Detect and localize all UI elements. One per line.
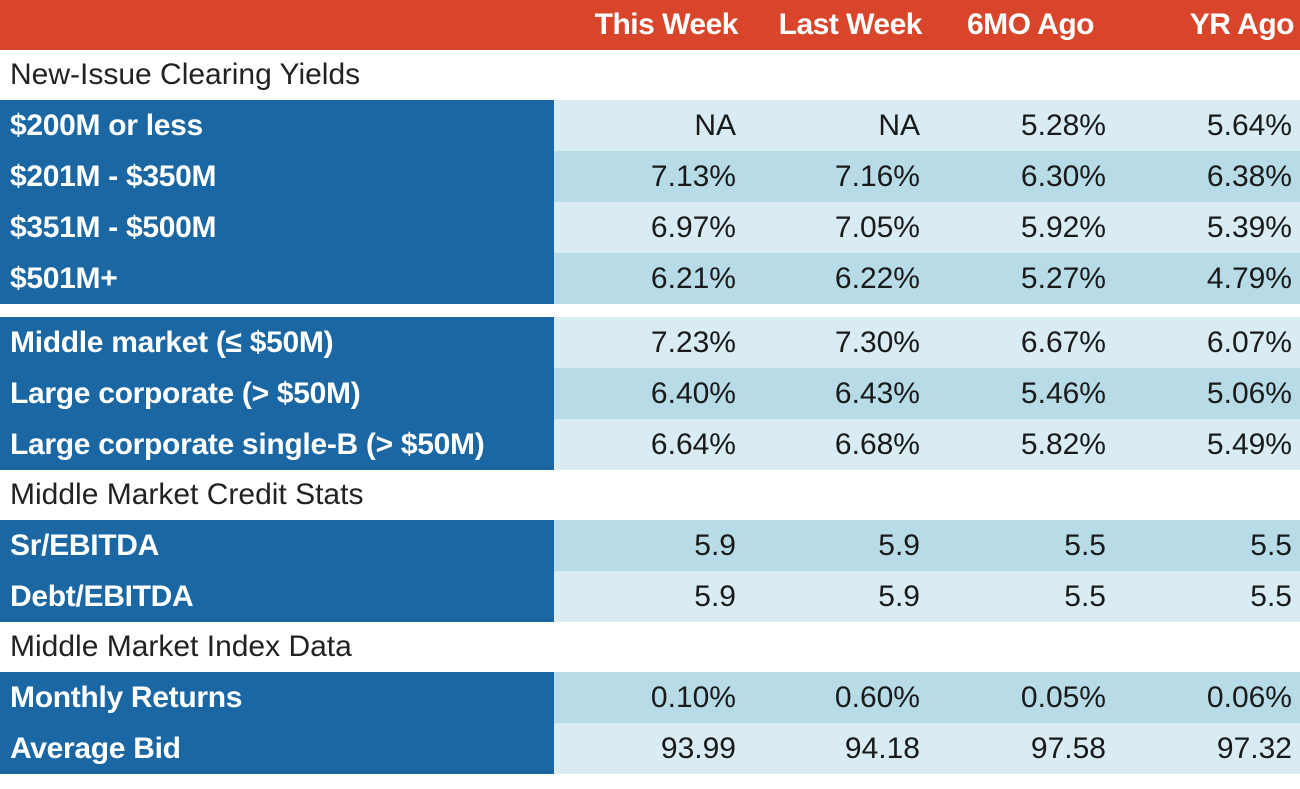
section-title: Middle Market Index Data: [0, 622, 1300, 672]
table-row: Sr/EBITDA 5.9 5.9 5.5 5.5: [0, 520, 1300, 571]
table-row: Large corporate (> $50M) 6.40% 6.43% 5.46% 5…: [0, 368, 1300, 419]
section-row: New-Issue Clearing Yields: [0, 50, 1300, 100]
section-title: New-Issue Clearing Yields: [0, 50, 1300, 100]
value-cell-this-week: 0.10%: [554, 672, 740, 723]
value-cell-this-week: 7.23%: [554, 317, 740, 368]
row-label: $200M or less: [0, 100, 554, 151]
value-cell-this-week: 6.21%: [554, 253, 740, 304]
value-cell-6mo-ago: 6.67%: [924, 317, 1110, 368]
value-cell-this-week: NA: [554, 100, 740, 151]
table-row: $200M or less NA NA 5.28% 5.64%: [0, 100, 1300, 151]
column-header-last-week: Last Week: [778, 8, 923, 41]
value-cell-this-week: 93.99: [554, 723, 740, 774]
value-cell-6mo-ago: 5.82%: [924, 419, 1110, 470]
value-cell-yr-ago: 6.07%: [1110, 317, 1300, 368]
value-cell-this-week: 6.64%: [554, 419, 740, 470]
value-cell-6mo-ago: 5.92%: [924, 202, 1110, 253]
value-cell-last-week: 5.9: [740, 571, 924, 622]
value-cell-6mo-ago: 5.28%: [924, 100, 1110, 151]
value-cell-yr-ago: 6.38%: [1110, 151, 1300, 202]
value-cell-yr-ago: 5.06%: [1110, 368, 1300, 419]
row-label: $351M - $500M: [0, 202, 554, 253]
value-cell-6mo-ago: 5.5: [924, 520, 1110, 571]
header-corner: [2, 0, 556, 50]
section-row: Middle Market Credit Stats: [0, 470, 1300, 520]
column-header-yr-ago: YR Ago: [1189, 8, 1295, 41]
value-cell-yr-ago: 5.5: [1110, 571, 1300, 622]
table-row: Large corporate single-B (> $50M) 6.64% 6.…: [0, 419, 1300, 470]
section-title: Middle Market Credit Stats: [0, 470, 1300, 520]
value-cell-yr-ago: 5.39%: [1110, 202, 1300, 253]
value-cell-6mo-ago: 5.5: [924, 571, 1110, 622]
table-row: Average Bid 93.99 94.18 97.58 97.32: [0, 723, 1300, 774]
table-row: $501M+ 6.21% 6.22% 5.27% 4.79%: [0, 253, 1300, 304]
row-label: Middle market (≤ $50M): [0, 317, 554, 368]
row-label: Average Bid: [0, 723, 554, 774]
row-label: Sr/EBITDA: [0, 520, 554, 571]
value-cell-last-week: 0.60%: [740, 672, 924, 723]
table-row: Middle market (≤ $50M) 7.23% 7.30% 6.67% 6.0…: [0, 317, 1300, 368]
row-label: Debt/EBITDA: [0, 571, 554, 622]
row-label: Large corporate (> $50M): [0, 368, 554, 419]
row-label: Monthly Returns: [0, 672, 554, 723]
value-cell-6mo-ago: 6.30%: [924, 151, 1110, 202]
value-cell-last-week: 6.68%: [740, 419, 924, 470]
row-label: Large corporate single-B (> $50M): [0, 419, 554, 470]
value-cell-yr-ago: 5.49%: [1110, 419, 1300, 470]
value-cell-this-week: 6.97%: [554, 202, 740, 253]
value-cell-6mo-ago: 5.46%: [924, 368, 1110, 419]
value-cell-yr-ago: 97.32: [1110, 723, 1300, 774]
row-label: $501M+: [0, 253, 554, 304]
value-cell-last-week: 6.43%: [740, 368, 924, 419]
table-row: $201M - $350M 7.13% 7.16% 6.30% 6.38%: [0, 151, 1300, 202]
value-cell-last-week: NA: [740, 100, 924, 151]
row-label: $201M - $350M: [0, 151, 554, 202]
section-row: Middle Market Index Data: [0, 622, 1300, 672]
value-cell-last-week: 7.30%: [740, 317, 924, 368]
table-row: Monthly Returns 0.10% 0.60% 0.05% 0.06%: [0, 672, 1300, 723]
value-cell-last-week: 94.18: [740, 723, 924, 774]
column-header-6mo-ago: 6MO Ago: [966, 8, 1095, 41]
value-cell-6mo-ago: 5.27%: [924, 253, 1110, 304]
value-cell-yr-ago: 5.5: [1110, 520, 1300, 571]
value-cell-yr-ago: 4.79%: [1110, 253, 1300, 304]
value-cell-this-week: 7.13%: [554, 151, 740, 202]
table-row: Debt/EBITDA 5.9 5.9 5.5 5.5: [0, 571, 1300, 622]
value-cell-this-week: 6.40%: [554, 368, 740, 419]
group-spacer: [0, 304, 1300, 317]
header-row: This Week Last Week 6MO Ago YR Ago: [0, 0, 1300, 50]
value-cell-last-week: 5.9: [740, 520, 924, 571]
table-row: $351M - $500M 6.97% 7.05% 5.92% 5.39%: [0, 202, 1300, 253]
column-header-this-week: This Week: [594, 8, 739, 41]
value-cell-this-week: 5.9: [554, 520, 740, 571]
value-cell-last-week: 7.05%: [740, 202, 924, 253]
value-cell-last-week: 6.22%: [740, 253, 924, 304]
value-cell-yr-ago: 0.06%: [1110, 672, 1300, 723]
value-cell-this-week: 5.9: [554, 571, 740, 622]
value-cell-yr-ago: 5.64%: [1110, 100, 1300, 151]
value-cell-6mo-ago: 0.05%: [924, 672, 1110, 723]
value-cell-last-week: 7.16%: [740, 151, 924, 202]
value-cell-6mo-ago: 97.58: [924, 723, 1110, 774]
